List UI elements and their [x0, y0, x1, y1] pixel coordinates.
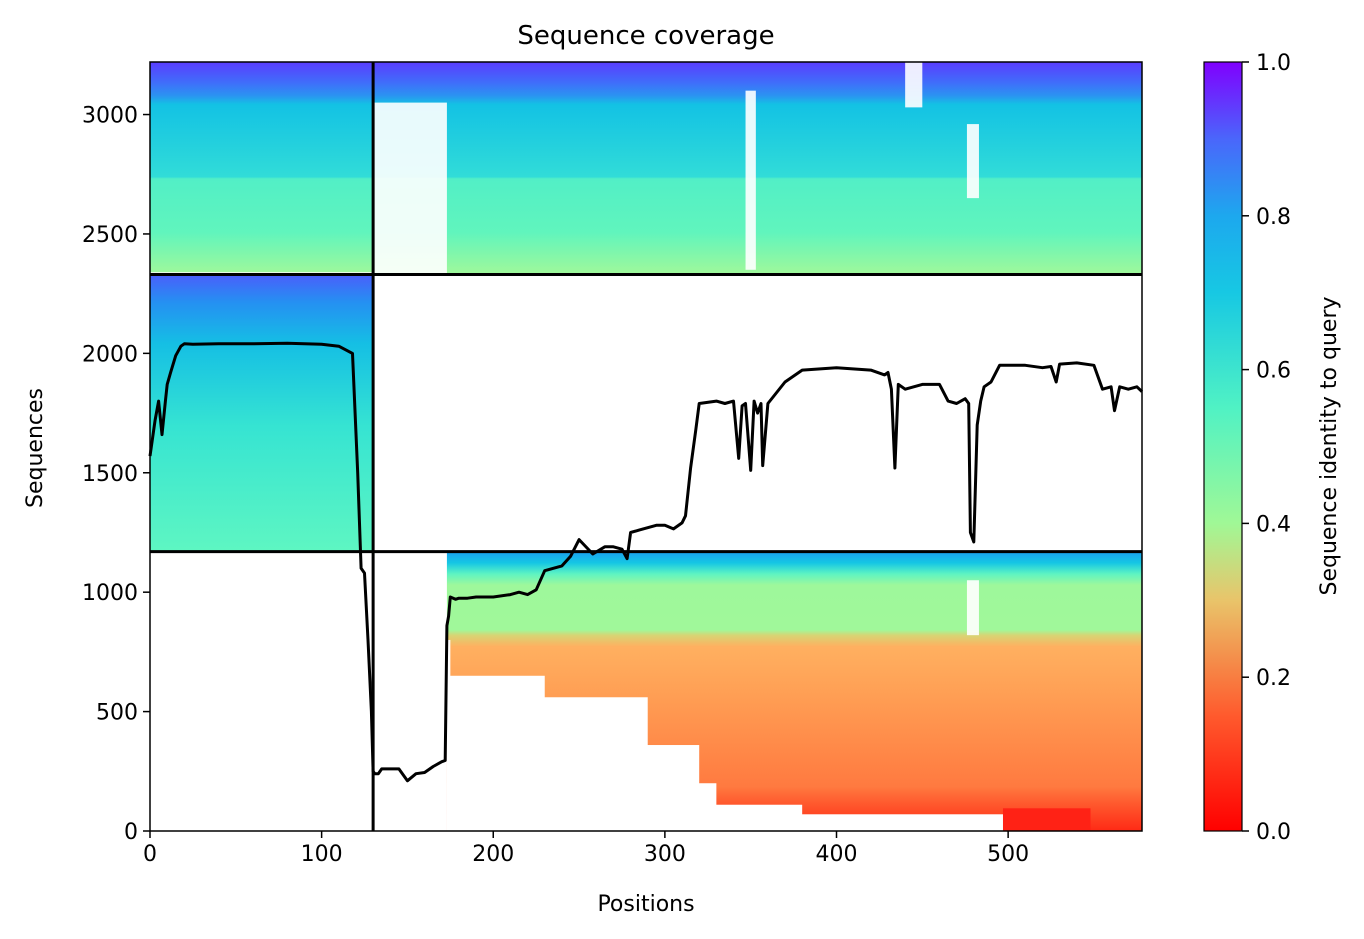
gap-band [373, 102, 447, 275]
y-tick-label: 2500 [82, 223, 138, 248]
gap-band [745, 90, 756, 270]
colorbar-tick-label: 0.6 [1256, 359, 1291, 384]
colorbar-tick-label: 0.4 [1256, 512, 1291, 537]
gap-band [966, 124, 979, 199]
x-axis-label: Positions [597, 892, 694, 917]
colorbar-label: Sequence identity to query [1317, 296, 1342, 595]
gap-band [905, 62, 923, 108]
plot-frame [149, 61, 1143, 832]
x-tick-label: 0 [143, 842, 157, 867]
block-boundaries [150, 62, 1142, 831]
x-axis: 0 100 200 300 400 500 [143, 831, 1029, 867]
colorbar-tick-label: 0.2 [1256, 666, 1291, 691]
y-axis: 0 500 1000 1500 2000 2500 3000 [82, 104, 150, 845]
y-tick-label: 1000 [82, 581, 138, 606]
x-tick-label: 300 [644, 842, 686, 867]
colorbar-frame [1203, 61, 1243, 832]
uncovered-region [446, 814, 1009, 831]
x-tick-label: 500 [987, 842, 1029, 867]
y-tick-label: 1500 [82, 462, 138, 487]
y-axis-label: Sequences [23, 388, 48, 508]
chart-title: Sequence coverage [517, 21, 774, 51]
heatmap-block [150, 274, 374, 552]
x-tick-label: 100 [301, 842, 343, 867]
colorbar-tick-label: 1.0 [1256, 51, 1291, 76]
colorbar-tick-label: 0.0 [1256, 820, 1291, 845]
heatmap-block [150, 62, 1142, 275]
coverage-line [148, 341, 1144, 783]
gap-band [966, 580, 979, 636]
colorbar-ticks: 0.0 0.2 0.4 0.6 0.8 1.0 [1242, 51, 1291, 845]
coverage-gaps [150, 62, 979, 636]
y-tick-label: 3000 [82, 104, 138, 129]
low-identity-patch [1002, 808, 1091, 831]
colorbar-tick-label: 0.8 [1256, 205, 1291, 230]
y-tick-label: 500 [96, 701, 138, 726]
heatmap-blocks [150, 62, 1142, 831]
y-tick-label: 0 [124, 820, 138, 845]
y-tick-label: 2000 [82, 342, 138, 367]
x-tick-label: 400 [816, 842, 858, 867]
colorbar [1204, 62, 1242, 831]
x-tick-label: 200 [472, 842, 514, 867]
